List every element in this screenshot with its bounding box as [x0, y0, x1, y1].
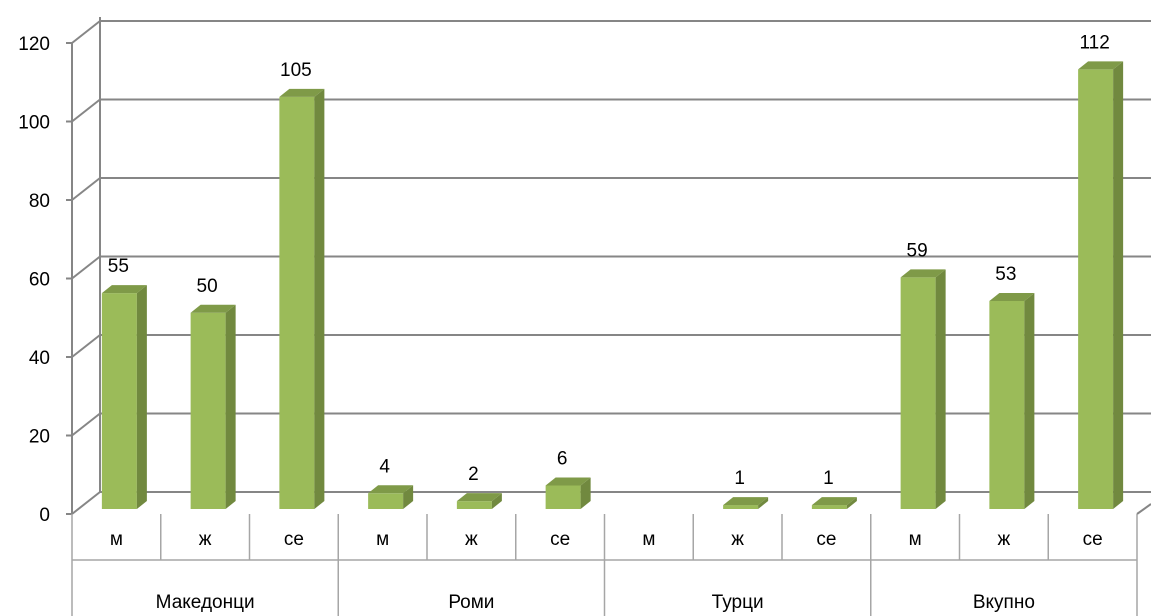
bar-side	[1113, 61, 1124, 510]
bar-front	[811, 505, 847, 509]
bar-top	[368, 485, 414, 494]
y-tick-label: 40	[29, 348, 50, 369]
group-label: Вкупно	[973, 592, 1035, 613]
gridlines	[71, 20, 1151, 515]
gridline-depth	[71, 177, 101, 201]
category-table: м ж се м ж се м ж се м ж се Македонци Роми Турци Вкупно	[71, 514, 1138, 616]
bar-side	[403, 485, 414, 509]
category-label: ж	[998, 529, 1011, 550]
data-label: 53	[995, 264, 1016, 285]
category-label: ж	[465, 529, 478, 550]
data-label: 1	[734, 468, 745, 489]
data-label: 59	[907, 240, 928, 261]
y-tick-label: 100	[18, 113, 50, 134]
bar-side	[1024, 292, 1035, 509]
bar-top	[279, 88, 325, 97]
category-label: м	[376, 529, 389, 550]
bar-side	[758, 497, 769, 509]
gridline-depth	[71, 20, 101, 44]
y-tick-label: 120	[18, 34, 50, 55]
group-label: Турци	[712, 592, 764, 613]
data-label: 50	[197, 276, 218, 297]
category-label: се	[550, 529, 570, 550]
bars	[101, 61, 1124, 510]
bar-top	[1078, 61, 1124, 70]
category-label: м	[642, 529, 655, 550]
bar-top	[811, 497, 857, 506]
bar-top	[190, 304, 236, 313]
category-label: м	[909, 529, 922, 550]
bar-side	[580, 477, 591, 509]
bar-front	[723, 505, 759, 509]
group-label: Роми	[448, 592, 494, 613]
bar-side	[136, 285, 147, 509]
category-label: м	[110, 529, 123, 550]
bar-side	[225, 304, 236, 509]
data-label: 4	[379, 456, 390, 477]
bar-top	[101, 285, 147, 294]
gridline-depth	[71, 334, 101, 358]
axes	[66, 17, 1151, 515]
bar-front	[989, 300, 1025, 509]
data-label: 6	[557, 448, 568, 469]
category-label: ж	[199, 529, 212, 550]
data-label: 2	[468, 464, 479, 485]
data-labels: 55 50 105 4 2 6 1 1 59 53 112	[108, 32, 1110, 489]
data-label: 1	[823, 468, 834, 489]
gridline-depth	[71, 412, 101, 437]
gridline-depth	[71, 98, 101, 123]
y-tick-label: 20	[29, 427, 50, 448]
y-tick-label: 0	[39, 505, 50, 526]
y-tick-labels: 0 20 40 60 80 100 120	[18, 34, 50, 526]
bar-side	[846, 497, 857, 509]
bar-top	[900, 269, 946, 278]
category-label: се	[816, 529, 836, 550]
data-label: 112	[1079, 32, 1109, 53]
bar-side	[491, 493, 502, 509]
bar-front	[279, 96, 315, 509]
bar-top	[723, 497, 769, 506]
bar-front	[190, 312, 226, 509]
gridline-depth	[71, 491, 101, 515]
bar-front	[101, 293, 137, 509]
bar-front	[1078, 69, 1114, 510]
bar-front	[456, 501, 492, 509]
bar-top	[545, 477, 591, 486]
category-label: ж	[731, 529, 744, 550]
bar-side	[314, 88, 325, 509]
category-label: се	[1083, 529, 1103, 550]
gridline-depth	[71, 255, 101, 280]
category-label: се	[284, 529, 304, 550]
group-label: Македонци	[156, 592, 255, 613]
y-tick-label: 80	[29, 191, 50, 212]
floor-edge	[1136, 503, 1151, 515]
bar-front	[368, 493, 404, 509]
bar-top	[989, 292, 1035, 301]
bar-front	[545, 485, 581, 509]
data-label: 55	[108, 256, 129, 277]
data-label: 105	[280, 60, 312, 81]
y-tick-label: 60	[29, 270, 50, 291]
bar-front	[900, 277, 936, 509]
bar-top	[456, 493, 502, 502]
bar-side	[935, 269, 946, 509]
